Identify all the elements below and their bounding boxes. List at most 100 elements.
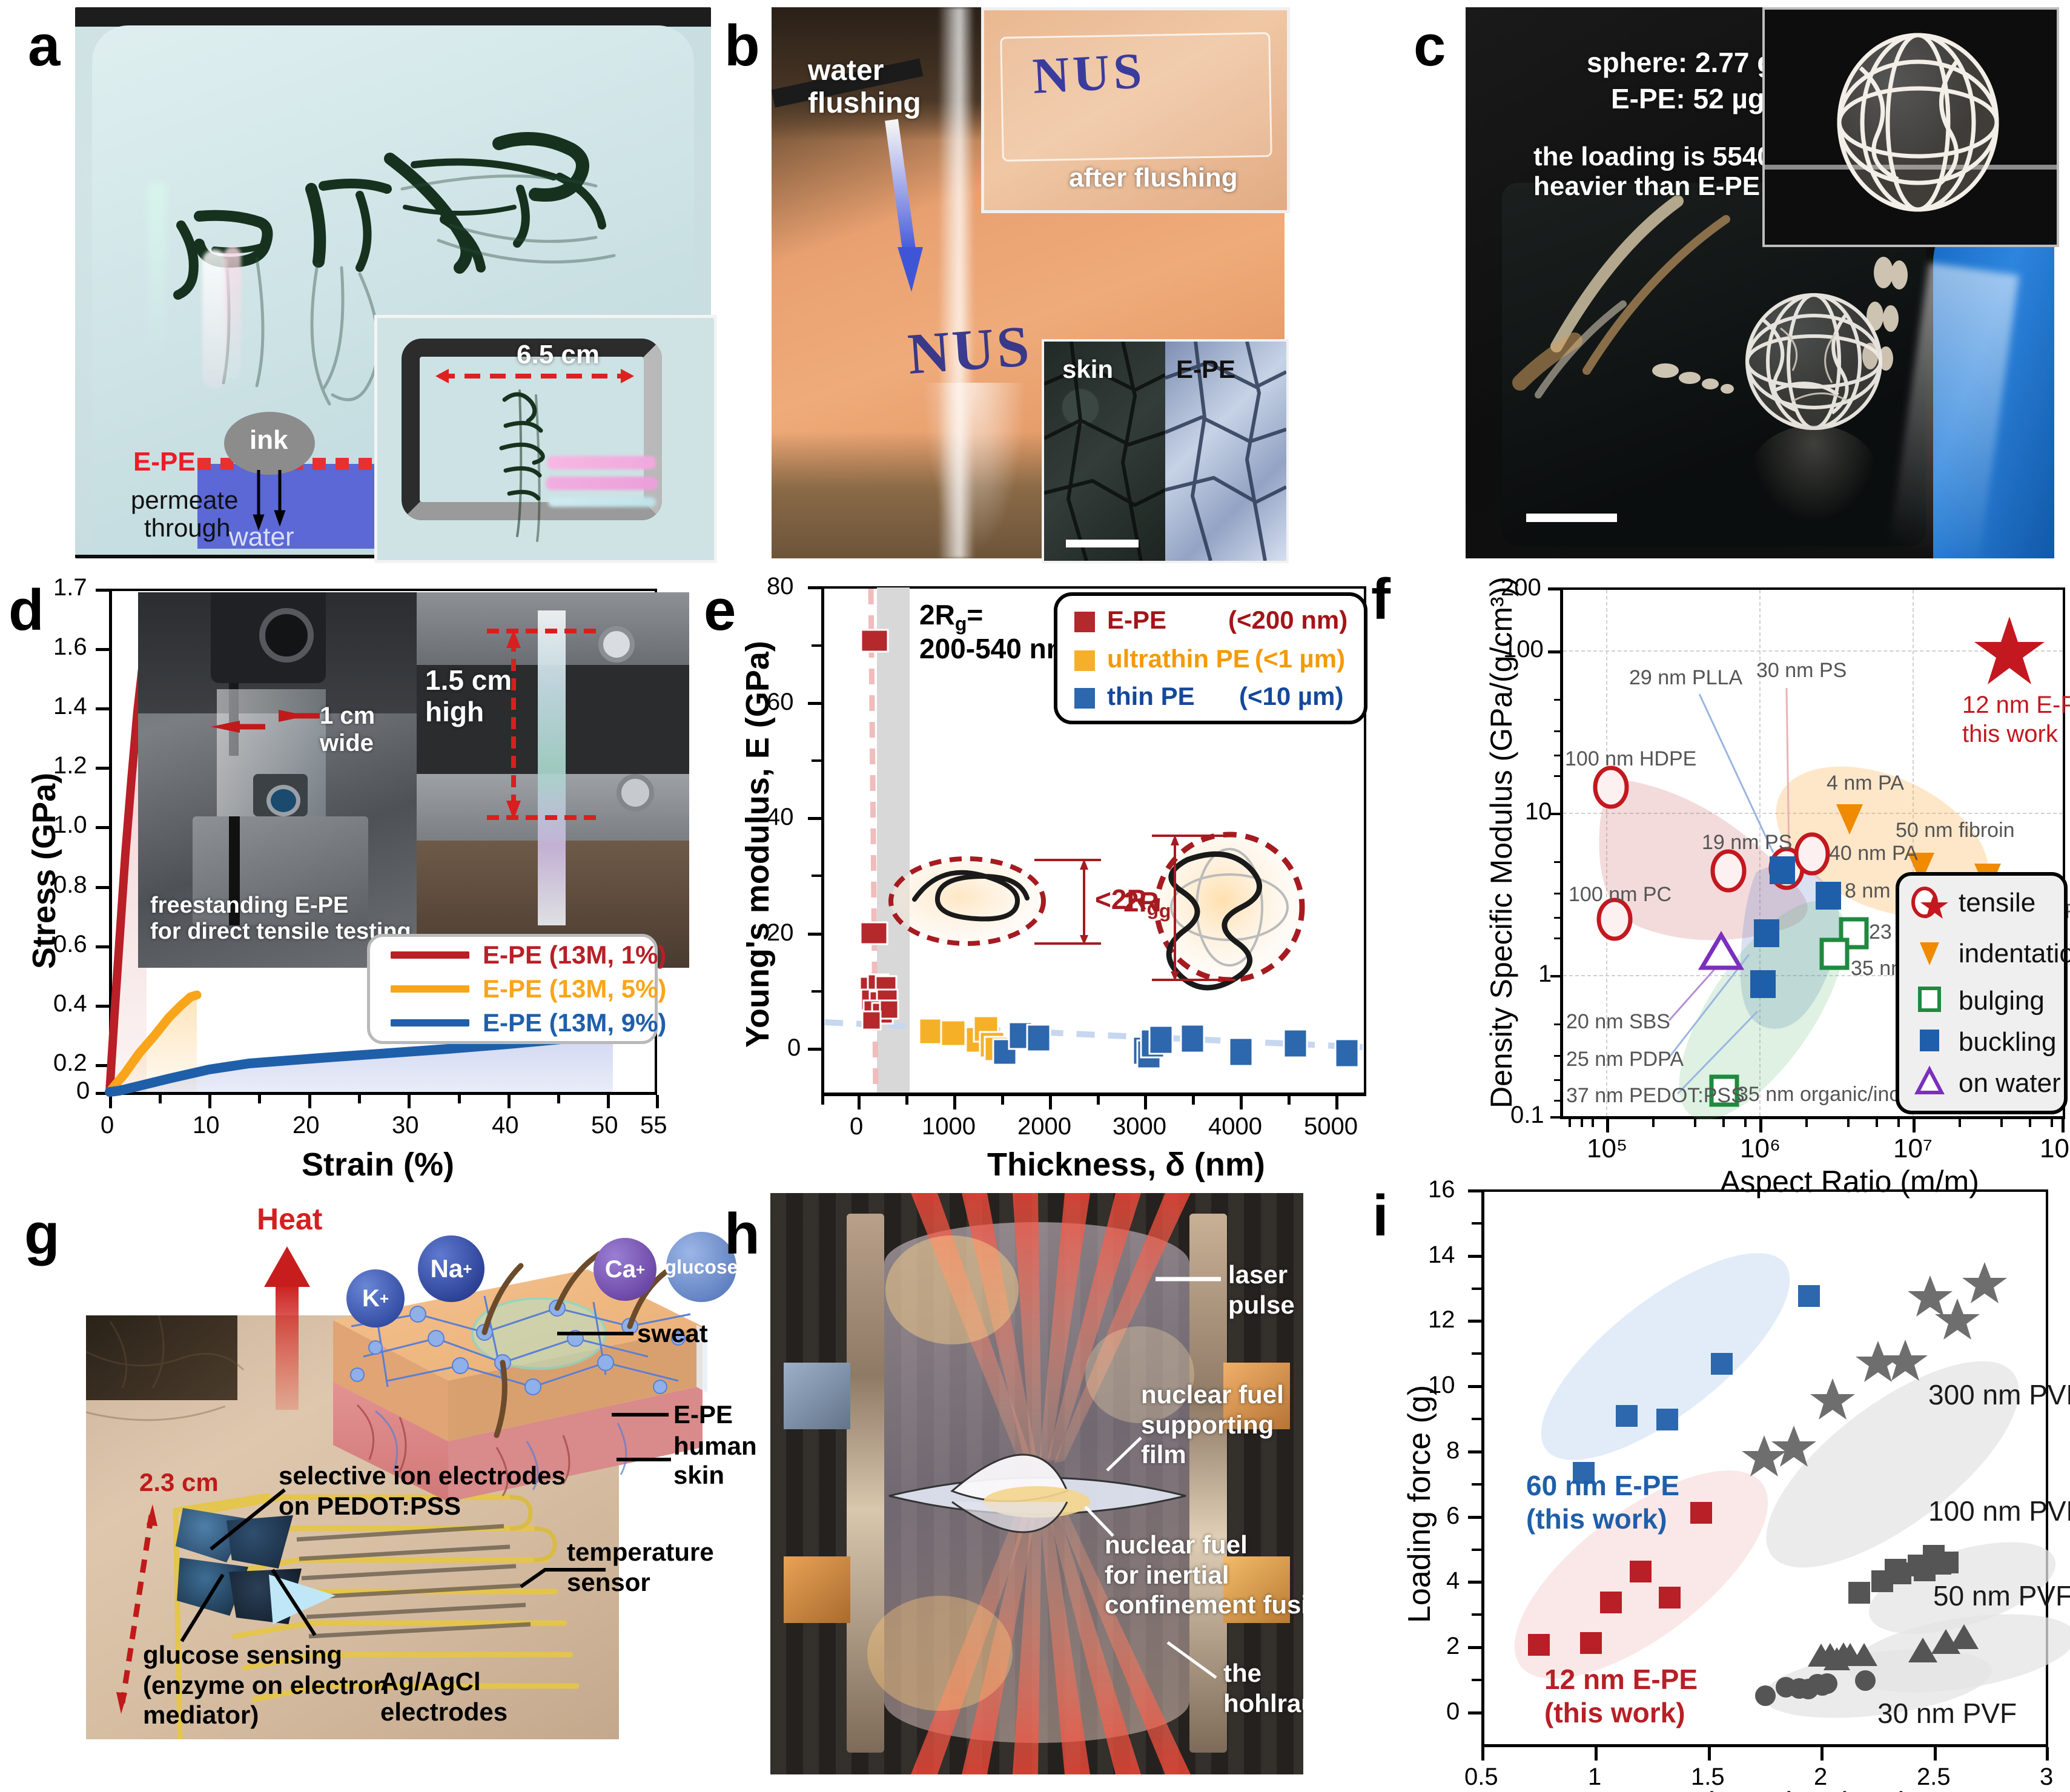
panel-g-glucose-sensing-label: glucose sensing (enzyme on electron medi… (143, 1641, 389, 1730)
scale-arrow-icon (435, 369, 634, 383)
panel-f-legend-label-0: tensile (1959, 888, 2036, 917)
panel-f-y-axis (1560, 587, 1563, 1119)
panel-i-label-100pvf: 100 nm PVF (1928, 1495, 2070, 1527)
flush-arrow-icon (885, 119, 923, 292)
panel-c-letter: c (1414, 13, 1446, 78)
panel-e-points (824, 588, 1363, 1092)
panel-d-xlabel: Strain (%) (302, 1146, 455, 1183)
panel-d-curves (105, 632, 618, 1097)
panel-f-label-20-sbs: 20 nm SBS (1566, 1010, 1670, 1033)
panel-a-letter: a (28, 13, 61, 78)
panel-i-top-spine (1481, 1189, 2048, 1192)
panel-e-lt2rg-label: <2Rg (1095, 884, 1159, 919)
panel-e-letter: e (704, 578, 736, 643)
panel-i-ytick-8: 8 (1446, 1437, 1460, 1464)
panel-i-letter: i (1372, 1183, 1389, 1248)
panel-f-right-spine (2063, 587, 2065, 1119)
panel-h-hohlraum-label: the hohlraum (1223, 1659, 1303, 1718)
panel-e-legend-range-0: (<200 nm) (1228, 606, 1348, 634)
panel-f-top-spine (1560, 587, 2065, 590)
panel-f-label-37-pedotpss: 37 nm PEDOT:PSS (1566, 1084, 1745, 1107)
panel-d-inset-tensile-rig: 1 cm wide freestanding E-PE for direct t… (138, 592, 417, 968)
panel-g: 2.3 cm (0, 1175, 757, 1792)
panel-d-xtick-50: 50 (591, 1112, 618, 1139)
panel-f-ytick-10: 10 (1525, 798, 1552, 825)
panel-d-legend-label-0: E-PE (13M, 1%) (483, 941, 667, 969)
panel-g-dim-arrow-icon (116, 1504, 157, 1714)
panel-g-ion-na: Na + (418, 1235, 484, 1302)
panel-e-chart: 80 60 40 20 0 0 1000 2000 3000 4000 5000… (696, 569, 1381, 1183)
panel-i-x-axis (1481, 1744, 2048, 1747)
panel-c-scalebar (1526, 514, 1617, 522)
panel-f-legend-label-4: on water (1959, 1068, 2061, 1098)
panel-i-ytick-2: 2 (1446, 1633, 1460, 1659)
panel-i-ytick-6: 6 (1446, 1503, 1460, 1529)
panel-d-xtick-55: 55 (640, 1112, 667, 1139)
panel-i-xtick-1: 1 (1588, 1764, 1602, 1790)
panel-d-xtick-10: 10 (193, 1112, 220, 1139)
panel-i-xtick-3: 3 (2040, 1764, 2054, 1790)
panel-d-legend: E-PE (13M, 1%) E-PE (13M, 5%) E-PE (13M,… (367, 934, 666, 1044)
panel-d-inset-height-label: 1.5 cm high (425, 664, 512, 727)
panel-d-ytick-0.8: 0.8 (53, 871, 87, 898)
panel-e-rg-note-2: 200-540 nm (919, 633, 1071, 664)
panel-b-inset-micrograph: skin E-PE (1042, 339, 1289, 563)
panel-b-nus-inset: NUS (1031, 42, 1147, 105)
panel-f-ytick-200: 200 (1501, 574, 1541, 601)
panel-f-legend-markers (1911, 887, 1948, 1094)
panel-a-through-label: through (144, 514, 231, 542)
panel-g-agagcl-label: Ag/AgCl electrodes (380, 1667, 508, 1726)
panel-f-label-25-pdpa: 25 nm PDPA (1566, 1048, 1684, 1071)
panel-a-water-label: water (229, 522, 294, 552)
panel-e-legend-range-2: (<10 µm) (1239, 682, 1344, 710)
panel-d-letter: d (8, 578, 44, 643)
panel-f-legend-label-3: buckling (1959, 1027, 2057, 1057)
panel-h-film-label: nuclear fuel supporting film (1141, 1380, 1284, 1469)
panel-d-legend-swatch-2 (391, 1019, 469, 1027)
panel-f-label-highlight: 12 nm E-PE this work (1962, 692, 2070, 747)
panel-a-inset-dim: 6.5 cm (517, 340, 600, 369)
panel-e-right-spine (1364, 586, 1366, 1095)
panel-g-temperature-sensor-label: temperature sensor (567, 1538, 714, 1596)
panel-d-legend-label-1: E-PE (13M, 5%) (483, 974, 667, 1003)
panel-g-callout-lines (180, 1332, 671, 1642)
panel-d-inset-caption: freestanding E-PE for direct tensile tes… (150, 893, 411, 944)
panel-f-xtick-1e6: 10⁶ (1740, 1134, 1781, 1163)
panel-e-legend-swatch-1 (1074, 650, 1095, 671)
panel-f-ytick-1: 1 (1538, 960, 1552, 987)
panel-e-ytick-0: 0 (787, 1034, 801, 1061)
panel-h-fuel-label: nuclear fuel for inertial confinement fu… (1105, 1530, 1303, 1619)
panel-i-ytick-4: 4 (1446, 1567, 1460, 1594)
panel-f-ytick-0.1: 0.1 (1510, 1102, 1544, 1128)
panel-h-laser-pulse-label: laser pulse (1228, 1260, 1295, 1319)
panel-e-legend-label-0: E-PE (1107, 606, 1167, 634)
panel-f-x-axis (1560, 1116, 2065, 1119)
panel-g-selective-ion-label: selective ion electrodes on PEDOT:PSS (279, 1461, 566, 1520)
panel-d-legend-swatch-0 (391, 951, 469, 959)
panel-h-illustration: laser pulse nuclear fuel supporting film… (770, 1193, 1303, 1774)
panel-e-legend-label-1: ultrathin PE (1107, 644, 1250, 673)
panel-i-right-spine (2046, 1189, 2048, 1747)
panel-d-inset-height: 1.5 cm high (417, 592, 689, 968)
panel-f-xlabel: Aspect Ratio (m/m) (1720, 1165, 1979, 1199)
panel-a-ink-label: ink (250, 425, 288, 455)
panel-e-ytick-80: 80 (767, 573, 794, 600)
panel-g-epe-label: E-PE (673, 1400, 733, 1429)
panel-d-y-axis (109, 589, 112, 1095)
panel-d-xtick-20: 20 (293, 1112, 320, 1139)
panel-d-ytick-0: 0 (76, 1077, 90, 1104)
panel-d-ytick-1.7: 1.7 (53, 574, 87, 601)
panel-f-label-100-pc: 100 nm PC (1569, 883, 1672, 906)
panel-c-epe-mass: E-PE: 52 µg (1611, 83, 1765, 114)
panel-d-x-axis (109, 1092, 657, 1095)
panel-f-chart: 200 100 10 1 0.1 10⁵ 10⁶ 10⁷ 10⁸ Aspect … (1363, 569, 2070, 1199)
panel-i-ytick-12: 12 (1428, 1306, 1455, 1333)
panel-d-ytick-1.6: 1.6 (53, 633, 87, 660)
panel-f-xtick-1e7: 10⁷ (1893, 1134, 1933, 1163)
panel-g-heat-arrow-icon (264, 1246, 310, 1410)
panel-a-photo (75, 7, 711, 558)
panel-c-inset (1762, 7, 2059, 247)
panel-f-xtick-1e5: 10⁵ (1587, 1134, 1628, 1163)
panel-g-dim-label: 2.3 cm (139, 1468, 219, 1496)
